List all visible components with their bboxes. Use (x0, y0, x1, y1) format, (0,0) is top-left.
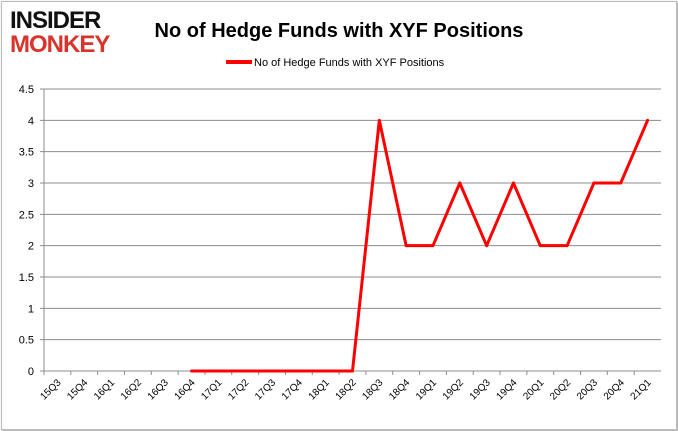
x-tick-label: 19Q4 (494, 377, 519, 402)
x-tick-label: 16Q3 (146, 377, 171, 402)
data-point (324, 369, 328, 373)
x-tick-label: 20Q1 (521, 377, 546, 402)
data-point (538, 244, 542, 248)
x-tick-label: 18Q2 (334, 377, 359, 402)
y-tick-label: 4.5 (19, 84, 34, 96)
x-tick-label: 19Q2 (441, 377, 466, 402)
x-tick-label: 20Q4 (602, 377, 627, 402)
data-point (216, 369, 220, 373)
x-tick-label: 16Q2 (119, 377, 144, 402)
data-point (619, 181, 623, 185)
data-point (511, 181, 515, 185)
data-point (431, 244, 435, 248)
x-tick-label: 17Q1 (199, 377, 224, 402)
data-point (270, 369, 274, 373)
data-point (190, 369, 194, 373)
y-tick-label: 4 (28, 115, 34, 127)
x-tick-label: 16Q1 (92, 377, 117, 402)
data-point (485, 244, 489, 248)
y-tick-label: 2 (28, 241, 34, 253)
chart-title: No of Hedge Funds with XYF Positions (155, 20, 524, 42)
y-tick-label: 0 (28, 366, 34, 378)
data-point (592, 181, 596, 185)
data-point (297, 369, 301, 373)
x-tick-label: 16Q4 (173, 377, 198, 402)
y-tick-label: 2.5 (19, 209, 34, 221)
series-line (191, 118, 649, 373)
logo-insider: INSIDER (10, 7, 101, 34)
x-tick-label: 17Q3 (253, 377, 278, 402)
x-tick-label: 17Q4 (280, 377, 305, 402)
y-tick-label: 0.5 (19, 335, 34, 347)
x-tick-label: 20Q3 (575, 377, 600, 402)
x-tick-label: 17Q2 (226, 377, 251, 402)
data-point (565, 244, 569, 248)
data-point (243, 369, 247, 373)
legend-label: No of Hedge Funds with XYF Positions (254, 57, 445, 69)
data-point (377, 118, 381, 122)
y-tick-label: 3 (28, 178, 34, 190)
y-tick-label: 1.5 (19, 272, 34, 284)
data-point (646, 118, 650, 122)
x-tick-label: 19Q3 (468, 377, 493, 402)
x-tick-label: 20Q2 (548, 377, 573, 402)
y-tick-label: 1 (28, 303, 34, 315)
y-tick-label: 3.5 (19, 147, 34, 159)
x-tick-label: 18Q1 (307, 377, 332, 402)
x-tick-label: 21Q1 (629, 377, 654, 402)
data-point (404, 244, 408, 248)
x-tick-label: 15Q4 (65, 377, 90, 402)
x-tick-label: 15Q3 (38, 377, 63, 402)
data-point (351, 369, 354, 373)
data-point (458, 181, 462, 185)
x-tick-label: 18Q4 (387, 377, 412, 402)
x-tick-label: 19Q1 (414, 377, 439, 402)
x-tick-label: 18Q3 (360, 377, 385, 402)
logo-monkey: MONKEY (10, 31, 110, 58)
